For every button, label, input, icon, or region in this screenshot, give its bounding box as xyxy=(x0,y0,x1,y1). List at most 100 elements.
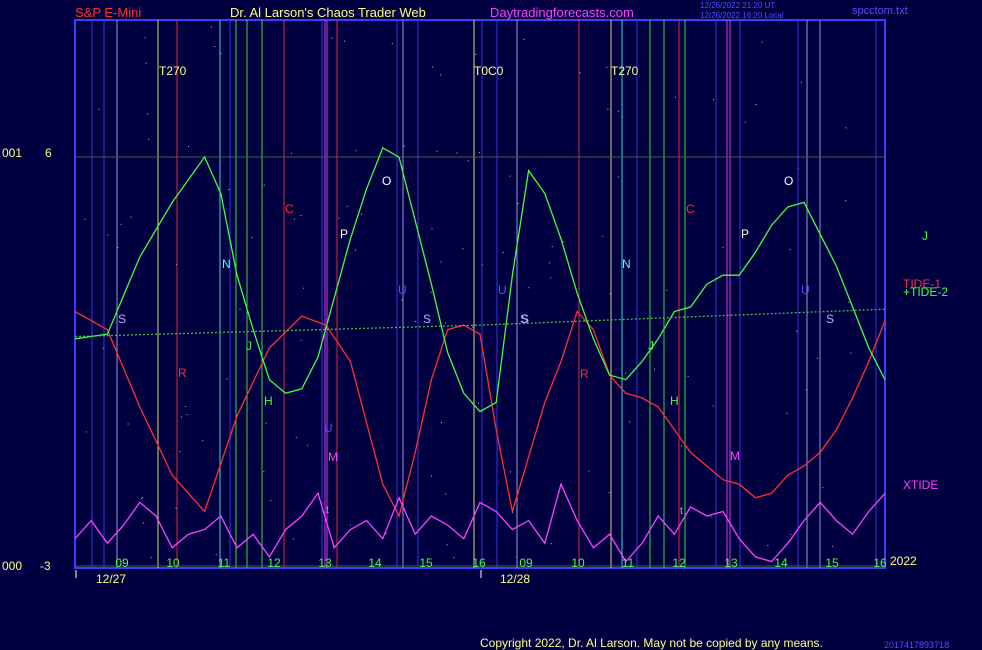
star-dot xyxy=(303,287,305,289)
star-dot xyxy=(722,246,724,248)
star-dot xyxy=(150,556,152,558)
star-dot xyxy=(850,352,852,354)
planet-label-u: U xyxy=(398,283,407,297)
star-dot xyxy=(832,545,834,547)
series-label-xtide: XTIDE xyxy=(903,478,938,492)
planet-label-h: H xyxy=(264,394,273,408)
x-tick-hour-16: 16 xyxy=(472,556,486,570)
star-dot xyxy=(349,524,351,526)
planet-label-r: R xyxy=(580,367,589,381)
star-dot xyxy=(713,99,714,101)
planet-label-j: J xyxy=(246,339,252,353)
star-dot xyxy=(453,556,455,558)
star-dot xyxy=(355,150,357,152)
star-dot xyxy=(845,200,847,202)
star-dot xyxy=(755,104,757,105)
star-dot xyxy=(401,299,403,301)
star-dot xyxy=(472,326,474,328)
star-dot xyxy=(629,421,631,423)
copyright: Copyright 2022, Dr. Al Larson. May not b… xyxy=(480,636,823,650)
star-dot xyxy=(130,216,132,218)
star-dot xyxy=(446,544,448,546)
star-dot xyxy=(344,40,346,42)
series-line-xtide xyxy=(74,482,886,563)
star-dot xyxy=(444,322,446,324)
star-dot xyxy=(179,451,181,453)
planet-label-u: U xyxy=(324,421,333,435)
star-dot xyxy=(415,321,417,322)
planet-label-u: U xyxy=(498,283,507,297)
site-link[interactable]: Daytradingforecasts.com xyxy=(490,5,634,20)
y-tick-label-top: 6 xyxy=(45,146,52,160)
series-line-trend xyxy=(74,308,886,338)
star-dot xyxy=(609,293,611,295)
x-tick-hour-10: 10 xyxy=(166,556,180,570)
star-dot xyxy=(300,215,302,216)
star-dot xyxy=(175,507,177,509)
symbol-title: S&P E-Mini xyxy=(75,5,142,20)
star-dot xyxy=(251,236,253,238)
x-tick-hour-12: 12 xyxy=(267,556,281,570)
star-dot xyxy=(845,127,847,129)
x-tick-hour-09: 09 xyxy=(519,556,533,570)
x-tick-hour-09: 09 xyxy=(115,556,129,570)
star-dot xyxy=(430,291,432,293)
star-dot xyxy=(265,422,267,424)
star-dot xyxy=(767,545,769,546)
star-dot xyxy=(293,218,295,220)
star-dot xyxy=(338,217,340,219)
star-dot xyxy=(391,43,393,45)
planet-label-r: R xyxy=(178,366,187,380)
star-dot xyxy=(145,62,147,64)
planet-label-c: C xyxy=(285,202,294,216)
star-dot xyxy=(608,492,610,494)
star-dot xyxy=(509,175,511,177)
star-dot xyxy=(117,247,119,248)
planet-label-h: H xyxy=(670,394,679,408)
star-dot xyxy=(607,108,609,110)
star-dot xyxy=(226,378,228,380)
series-line-tide-1 xyxy=(74,310,886,518)
star-dot xyxy=(228,189,230,190)
star-dot xyxy=(184,406,186,407)
planet-label-u: U xyxy=(801,283,810,297)
footer-readout: 2017417893718 xyxy=(884,640,950,650)
star-dot xyxy=(84,218,86,220)
star-dot xyxy=(687,375,689,377)
star-dot xyxy=(186,414,188,415)
planet-label-c: C xyxy=(686,202,695,216)
planet-label-j: J xyxy=(648,339,654,353)
star-dot xyxy=(263,471,265,473)
x-date-label: 12/27 xyxy=(96,572,126,586)
star-dot xyxy=(654,368,655,370)
star-dot xyxy=(220,52,222,54)
star-dot xyxy=(175,264,177,266)
star-dot xyxy=(441,422,442,423)
star-dot xyxy=(403,145,405,147)
x-tick-hour-15: 15 xyxy=(825,556,839,570)
star-dot xyxy=(559,237,561,239)
star-dot xyxy=(617,176,619,178)
star-dot xyxy=(140,498,142,500)
planet-label-o: O xyxy=(382,174,391,188)
x-tick-hour-12: 12 xyxy=(672,556,686,570)
star-dot xyxy=(790,534,792,536)
star-dot xyxy=(215,554,217,556)
marker-t: t xyxy=(326,505,329,516)
star-dot xyxy=(562,241,564,243)
star-dot xyxy=(436,150,438,152)
planet-label-p: P xyxy=(741,227,749,241)
star-dot xyxy=(786,412,788,414)
timestamp-local: 12/26/2022 16:20 Local xyxy=(700,11,784,20)
star-dot xyxy=(148,138,150,140)
star-dot xyxy=(579,72,581,74)
star-dot xyxy=(211,26,212,28)
series-line-tide-2 xyxy=(74,146,886,413)
star-dot xyxy=(331,37,333,39)
star-dot xyxy=(478,402,480,404)
star-dot xyxy=(432,66,434,68)
planet-label-s: S xyxy=(826,312,834,326)
star-dot xyxy=(127,423,129,425)
star-dot xyxy=(517,203,519,205)
star-dot xyxy=(822,487,824,489)
